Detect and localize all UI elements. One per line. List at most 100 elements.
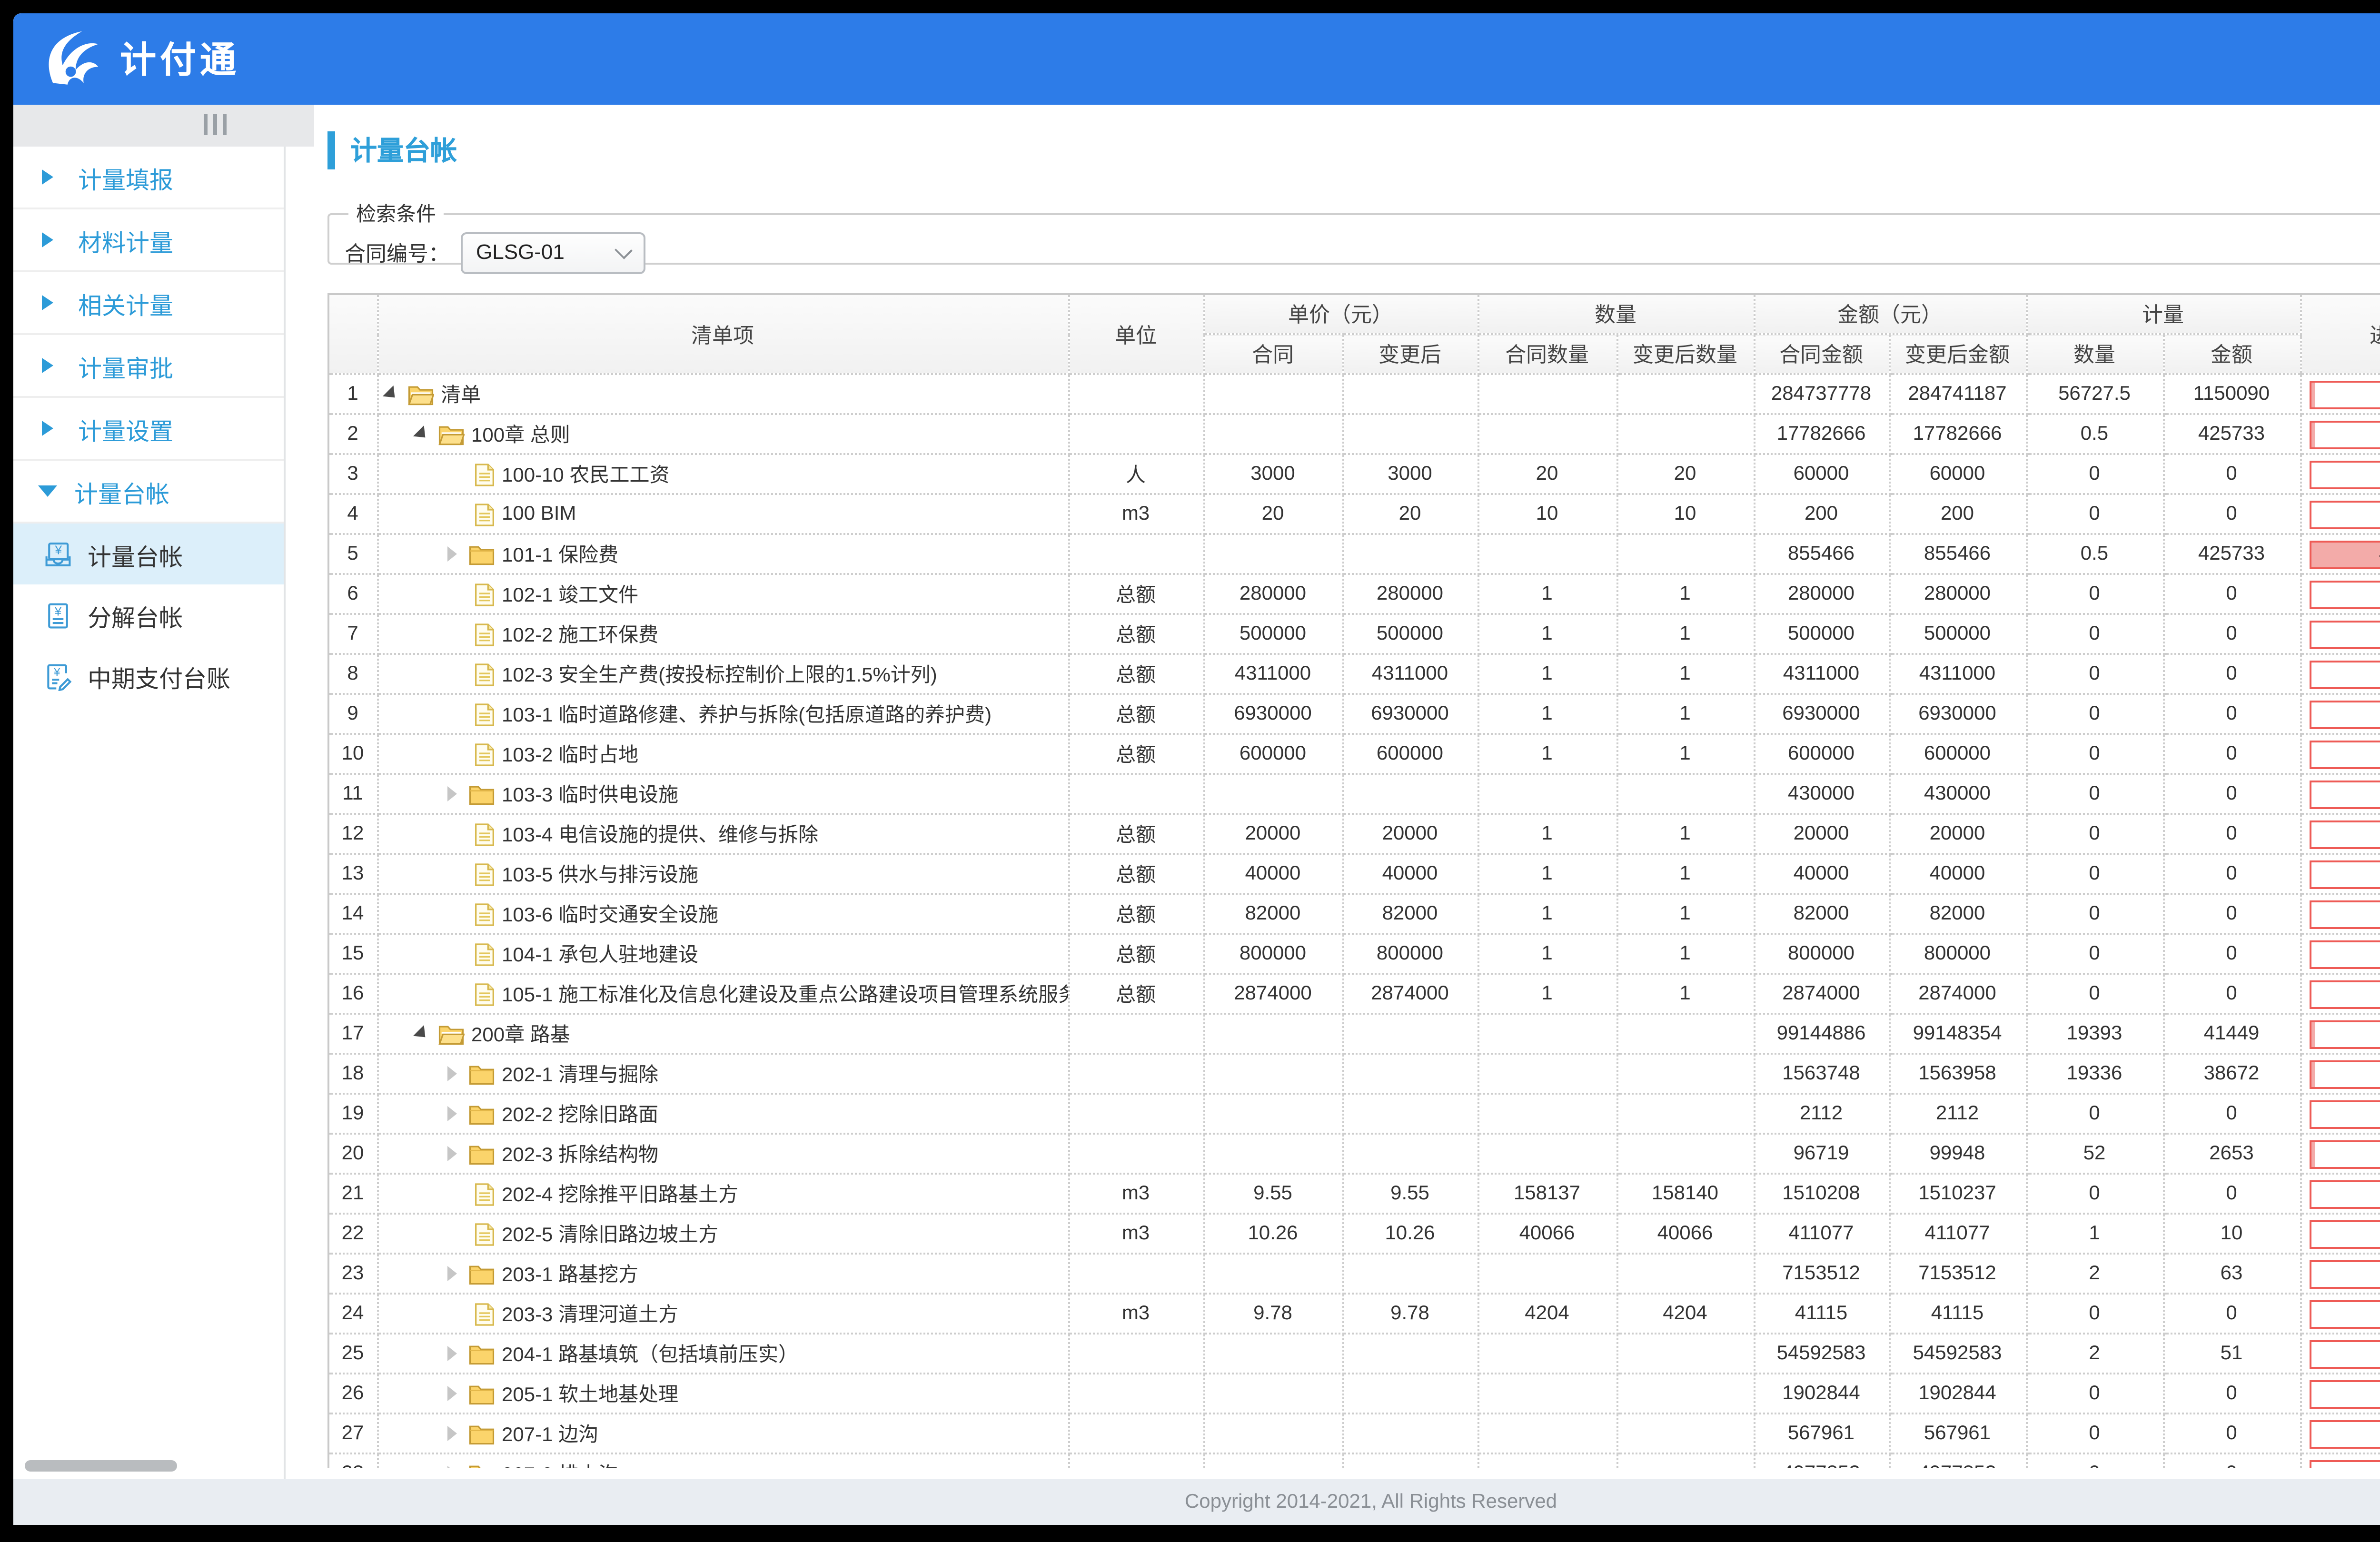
item-name: 102-2 施工环保费 [502, 623, 659, 646]
row-number: 6 [329, 574, 378, 615]
qty-contract-cell [1478, 374, 1617, 415]
tree-node[interactable]: 103-2 临时占地 [378, 735, 1066, 772]
amount-contract-cell: 2874000 [1754, 974, 1890, 1015]
qty-contract-cell: 1 [1478, 574, 1617, 615]
item-name: 103-6 临时交通安全设施 [502, 903, 719, 926]
collapse-arrow-icon[interactable] [412, 425, 436, 449]
sidebar-item-measure-fill[interactable]: 计量填报 [13, 147, 284, 209]
expand-arrow-icon[interactable] [446, 1346, 464, 1361]
sidebar-subitem-measure-ledger[interactable]: ¥ 计量台帐 [13, 524, 284, 584]
measure-qty-cell: 0.5 [2026, 534, 2164, 575]
expand-arrow-icon[interactable] [446, 1106, 464, 1121]
sidebar-item-measure-settings[interactable]: 计量设置 [13, 398, 284, 461]
col-unit: 单位 [1068, 295, 1204, 375]
amount-changed-cell: 855466 [1889, 534, 2027, 575]
price-changed-cell: 82000 [1342, 894, 1478, 935]
tree-node[interactable]: 202-5 清除旧路边坡土方 [378, 1215, 1066, 1252]
amount-contract-cell: 17782666 [1754, 414, 1890, 455]
tree-node[interactable]: 100章 总则 [378, 415, 1066, 452]
progress-label: 0% [2311, 941, 2380, 966]
tree-node[interactable]: 203-3 清理河道土方 [378, 1295, 1066, 1332]
amount-changed-cell: 41115 [1889, 1294, 2027, 1334]
svg-text:¥: ¥ [54, 542, 62, 556]
measure-qty-cell: 0 [2026, 1294, 2164, 1334]
tree-node[interactable]: 203-1 路基挖方 [378, 1255, 1066, 1292]
collapse-arrow-icon[interactable] [381, 385, 405, 409]
contract-number-select[interactable]: GLSG-01 [461, 232, 645, 274]
tree-node[interactable]: 202-4 挖除推平旧路基土方 [378, 1175, 1066, 1212]
progress-bar: 0% [2309, 460, 2380, 488]
tree-node[interactable]: 清单 [378, 375, 1066, 412]
tree-node[interactable]: 204-1 路基填筑（包括填前压实） [378, 1334, 1066, 1372]
sidebar-item-material-measure[interactable]: 材料计量 [13, 209, 284, 272]
price-contract-cell: 3000 [1203, 454, 1343, 495]
tree-node[interactable]: 103-4 电信设施的提供、维修与拆除 [378, 815, 1066, 852]
measure-qty-cell: 0 [2026, 574, 2164, 615]
measure-qty-cell: 0 [2026, 774, 2164, 815]
tree-node[interactable]: 105-1 施工标准化及信息化建设及重点公路建设项目管理系统服务费（按 [378, 975, 1066, 1012]
sidebar-group-measure-ledger[interactable]: 计量台帐 [13, 461, 284, 524]
sidebar-item-measure-approval[interactable]: 计量审批 [13, 335, 284, 398]
tree-node[interactable]: 207-2 排水沟 [378, 1454, 1066, 1468]
collapse-arrow-icon[interactable] [412, 1025, 436, 1048]
expand-arrow-icon[interactable] [446, 786, 464, 801]
expand-arrow-icon[interactable] [446, 1466, 464, 1468]
tree-node[interactable]: 207-1 边沟 [378, 1414, 1066, 1452]
price-contract-cell [1203, 374, 1343, 415]
sidebar-subitem-breakdown-ledger[interactable]: ¥ 分解台帐 [13, 584, 284, 645]
tree-node[interactable]: 100 BIM [378, 495, 1066, 532]
amount-contract-cell: 200 [1754, 494, 1890, 535]
tree-node[interactable]: 103-5 供水与排污设施 [378, 855, 1066, 892]
expand-arrow-icon[interactable] [446, 1386, 464, 1401]
qty-contract-cell: 1 [1478, 734, 1617, 775]
expand-arrow-icon[interactable] [446, 1426, 464, 1441]
progress-label: 0% [2311, 1261, 2380, 1286]
qty-changed-cell [1616, 1334, 1755, 1374]
sidebar-subitem-interim-payment-ledger[interactable]: ¥ 中期支付台账 [13, 645, 284, 706]
tree-node[interactable]: 103-1 临时道路修建、养护与拆除(包括原道路的养护费) [378, 695, 1066, 732]
progress-label: 0% [2311, 1221, 2380, 1246]
sidebar-drag-handle[interactable] [204, 114, 227, 135]
tree-node[interactable]: 202-2 挖除旧路面 [378, 1095, 1066, 1132]
qty-contract-cell: 20 [1478, 454, 1617, 495]
tree-node[interactable]: 103-3 临时供电设施 [378, 775, 1066, 812]
expand-arrow-icon[interactable] [446, 1266, 464, 1281]
amount-contract-cell: 60000 [1754, 454, 1890, 495]
tree-node[interactable]: 101-1 保险费 [378, 535, 1066, 572]
measure-qty-cell: 0 [2026, 734, 2164, 775]
sidebar-item-related-measure[interactable]: 相关计量 [13, 272, 284, 335]
tree-node[interactable]: 202-1 清理与掘除 [378, 1055, 1066, 1092]
tree-node[interactable]: 104-1 承包人驻地建设 [378, 935, 1066, 972]
tree-node[interactable]: 102-3 安全生产费(按投标控制价上限的1.5%计列) [378, 655, 1066, 692]
qty-contract-cell [1478, 1094, 1617, 1135]
tree-node[interactable]: 202-3 拆除结构物 [378, 1135, 1066, 1172]
tree-node[interactable]: 205-1 软土地基处理 [378, 1374, 1066, 1412]
price-contract-cell [1203, 1414, 1343, 1454]
expand-arrow-icon[interactable] [446, 1066, 464, 1081]
folder-icon [468, 1145, 494, 1164]
expand-arrow-icon[interactable] [446, 546, 464, 562]
footer: Copyright 2014-2021, All Rights Reserved [13, 1479, 2380, 1525]
tree-node[interactable]: 103-6 临时交通安全设施 [378, 895, 1066, 932]
price-contract-cell [1203, 414, 1343, 455]
qty-contract-cell: 1 [1478, 654, 1617, 695]
measure-amount-cell: 425733 [2163, 534, 2301, 575]
tree-node[interactable]: 102-1 竣工文件 [378, 575, 1066, 612]
item-name: 103-3 临时供电设施 [502, 783, 679, 806]
qty-changed-cell: 1 [1616, 574, 1755, 615]
price-contract-cell: 2874000 [1203, 974, 1343, 1015]
expand-arrow-icon[interactable] [446, 1146, 464, 1161]
svg-text:¥: ¥ [54, 603, 62, 617]
tree-node[interactable]: 100-10 农民工工资 [378, 455, 1066, 492]
measure-qty-cell: 0 [2026, 1174, 2164, 1215]
tree-node[interactable]: 200章 路基 [378, 1015, 1066, 1052]
amount-contract-cell: 6930000 [1754, 694, 1890, 735]
chevron-down-icon [38, 485, 57, 506]
tree-node[interactable]: 102-2 施工环保费 [378, 615, 1066, 652]
item-name: 101-1 保险费 [502, 544, 619, 566]
content-area: 计量填报 材料计量 相关计量 计量审批 计量设置 [13, 105, 2380, 1479]
progress-cell: 0% [2300, 494, 2380, 535]
sidebar-horizontal-scrollbar[interactable] [25, 1460, 177, 1472]
item-name: 203-3 清理河道土方 [502, 1303, 679, 1326]
col-group-measure: 计量 [2026, 295, 2301, 335]
